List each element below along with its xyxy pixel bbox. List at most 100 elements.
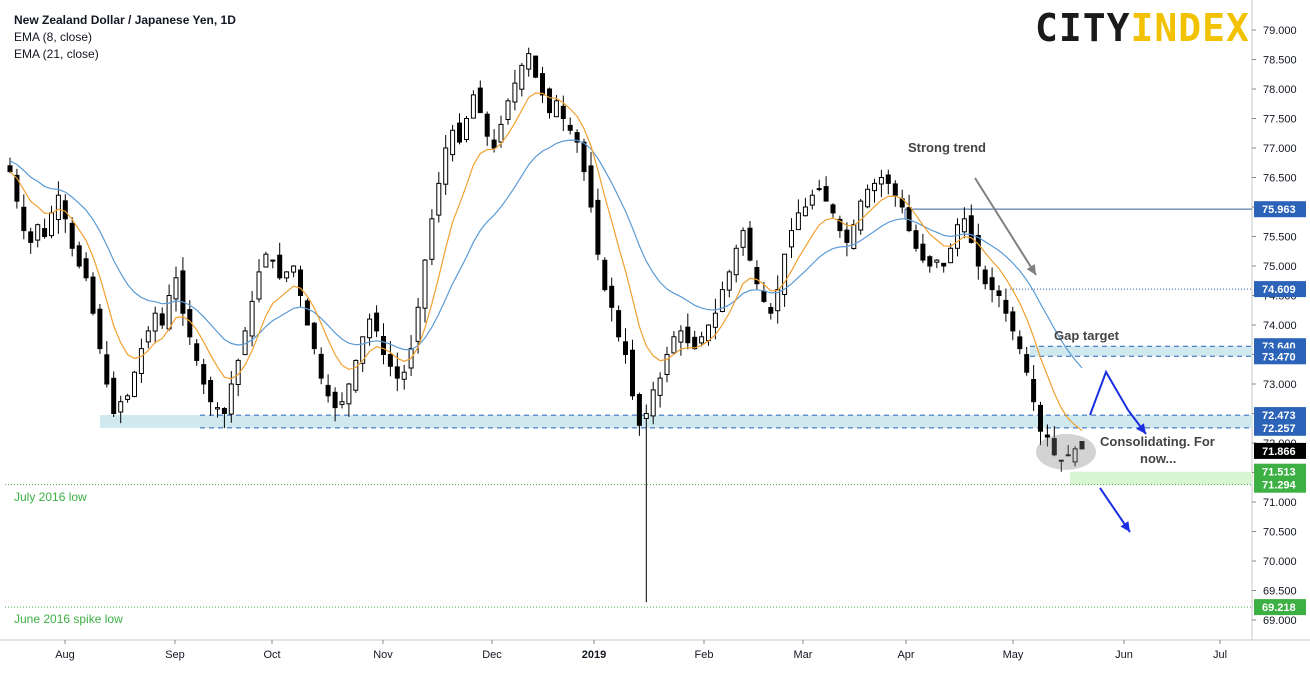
candle-body <box>360 336 366 364</box>
price-label: 74.609 <box>1262 284 1296 296</box>
candle-body <box>837 218 843 232</box>
july-low-zone <box>1070 471 1252 485</box>
candle-body <box>1044 434 1050 438</box>
ema8-line <box>9 92 1083 431</box>
candle-body <box>1038 404 1043 432</box>
candle-body <box>588 165 594 208</box>
price-label-box <box>1254 442 1306 459</box>
candle-body <box>125 395 131 400</box>
price-label-box <box>1254 348 1306 365</box>
x-tick-label: 2019 <box>582 649 606 661</box>
candle-body <box>7 165 13 173</box>
candle-body <box>118 401 124 413</box>
candle-body <box>1003 299 1009 314</box>
candle-body <box>830 204 836 214</box>
candle-body <box>138 348 144 375</box>
candle-body <box>1017 336 1023 350</box>
gap-target-zone <box>1030 346 1252 357</box>
candle-body <box>955 224 960 249</box>
price-label-box <box>1254 407 1306 424</box>
candle-body <box>540 73 545 96</box>
candle-body <box>83 258 89 279</box>
candle-body <box>457 122 462 143</box>
y-tick-label: 69.500 <box>1263 586 1297 598</box>
candle-body <box>152 312 158 332</box>
candle-body <box>353 359 359 391</box>
candle-body <box>892 183 898 196</box>
price-label-box <box>1254 201 1306 218</box>
bounce-scenario-arrow-head <box>1136 423 1146 434</box>
candle-body <box>712 312 718 328</box>
candle-body <box>982 269 988 285</box>
x-tick-label: Aug <box>55 649 75 661</box>
candle-body <box>284 271 290 279</box>
indicator-ema8-label: EMA (8, close) <box>14 30 93 44</box>
price-label: 72.257 <box>1262 423 1296 435</box>
indicator-ema21-label: EMA (21, close) <box>14 47 99 61</box>
candle-body <box>450 129 456 156</box>
annotation-gap-target: Gap target <box>1054 328 1120 343</box>
candle-body <box>941 262 947 267</box>
y-tick-label: 78.000 <box>1263 84 1297 96</box>
candle-body <box>616 310 622 338</box>
candle-body <box>422 259 428 309</box>
candle-body <box>394 366 400 379</box>
candle-body <box>436 182 442 216</box>
candle-body <box>636 394 642 426</box>
candle-body <box>782 253 788 295</box>
price-label: 71.294 <box>1262 480 1297 492</box>
candle-body <box>28 231 34 243</box>
y-tick-label: 75.000 <box>1263 261 1297 273</box>
candle-body <box>1072 448 1078 463</box>
candle-body <box>740 230 746 248</box>
candle-body <box>865 188 871 208</box>
y-tick-label: 78.500 <box>1263 55 1297 67</box>
candle-body <box>464 118 469 140</box>
candle-body <box>657 377 663 396</box>
chart-title: New Zealand Dollar / Japanese Yen, 1D <box>14 13 236 27</box>
candle-body <box>291 265 297 273</box>
candle-body <box>221 408 227 414</box>
candle-body <box>477 87 483 114</box>
candle-body <box>318 353 324 379</box>
price-label: 71.866 <box>1262 446 1296 458</box>
candle-body <box>609 285 615 308</box>
candle-body <box>567 124 573 131</box>
candle-body <box>367 318 373 339</box>
x-tick-label: Mar <box>794 649 813 661</box>
candle-body <box>415 306 421 342</box>
candle-body <box>505 100 511 121</box>
candle-body <box>789 230 794 248</box>
candle-body <box>470 94 476 119</box>
price-label: 71.513 <box>1262 467 1296 479</box>
candle-body <box>685 326 691 344</box>
candle-body <box>761 290 767 302</box>
annotation-consolidating-line1: Consolidating. For <box>1100 434 1215 449</box>
support-zone-main <box>200 415 1252 428</box>
candle-body <box>948 247 954 264</box>
candle-body <box>623 341 628 355</box>
candle-body <box>526 53 532 70</box>
candle-body <box>547 88 552 114</box>
brand-logo: CITYINDEX <box>1035 6 1250 50</box>
candle-body <box>35 224 41 241</box>
candle-body <box>194 343 200 361</box>
candle-body <box>228 383 234 415</box>
candle-body <box>270 259 276 262</box>
logo-part-1: CITY <box>1035 6 1131 50</box>
candle-body <box>49 212 54 237</box>
candle-body <box>802 206 808 217</box>
candle-body <box>491 139 497 149</box>
candle-body <box>111 377 117 414</box>
x-tick-label: Dec <box>482 649 502 661</box>
candle-body <box>996 290 1002 296</box>
price-label-box <box>1254 476 1306 493</box>
candle-body <box>304 300 310 326</box>
candle-body <box>816 188 822 191</box>
candle-body <box>215 407 220 410</box>
y-tick-label: 74.000 <box>1263 320 1297 332</box>
strong-trend-arrow <box>974 177 1037 276</box>
candle-body <box>132 371 137 398</box>
candle-body <box>989 277 995 291</box>
y-tick-label: 77.000 <box>1263 143 1297 155</box>
